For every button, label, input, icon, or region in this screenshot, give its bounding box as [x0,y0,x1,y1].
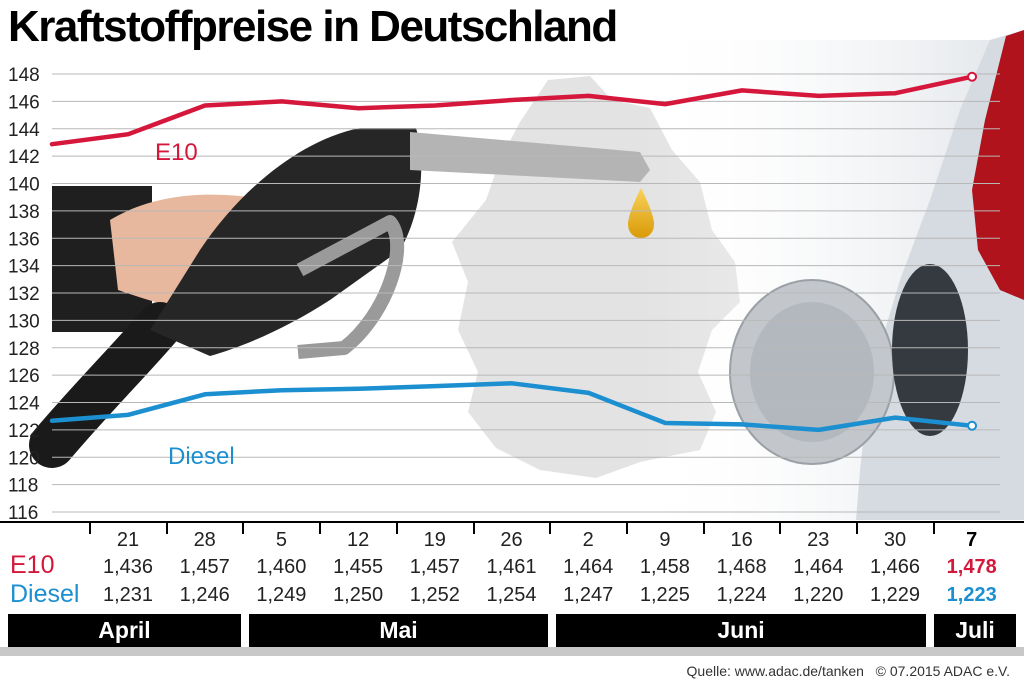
fuel-door-inner-illustration [750,302,874,442]
series-endpoint-e10 [967,71,978,82]
y-tick-label: 132 [8,284,40,305]
fuel-hole-illustration [892,264,968,436]
date-label: 28 [193,529,216,551]
fuel-nozzle-trigger-illustration [296,215,405,359]
date-label: 30 [883,529,907,551]
price-cell-diesel: 1,231 [102,584,154,606]
column-separator [319,522,322,534]
column-separator [625,522,628,534]
month-label: April [8,614,241,647]
column-separator [165,522,168,534]
date-label: 7 [966,529,978,551]
y-axis: 116 118 120 122 124 126 128 130 132 134 136 138 140 1… [8,65,40,524]
column-separator [856,522,858,534]
price-cell-diesel: 1,225 [639,584,690,606]
row-label-e10: E10 [10,551,55,579]
y-tick-label: 134 [8,257,40,278]
y-tick-label: 140 [8,175,40,196]
series-lines: E10 Diesel [49,71,978,470]
y-tick-label: 138 [8,202,40,223]
price-cell-e10: 1,457 [409,556,460,578]
price-cell-diesel: 1,247 [563,584,614,606]
price-cell-e10: 1,460 [256,556,307,578]
price-cell-e10: 1,458 [639,556,690,578]
column-separator [242,522,245,534]
tail-light-illustration [972,30,1024,300]
series-line-diesel [49,381,975,433]
y-tick-label: 128 [8,339,40,360]
price-cell-e10: 1,436 [102,556,154,578]
price-cell-diesel: 1,249 [256,584,307,606]
copyright-text: © 07.2015 ADAC e.V. [875,663,1010,679]
price-cell-e10: 1,457 [179,556,230,578]
series-line-e10 [49,74,975,147]
y-tick-label: 146 [8,92,40,113]
price-cell-e10: 1,478 [946,556,997,578]
price-cell-e10: 1,455 [333,556,384,578]
row-label-diesel: Diesel [10,580,80,608]
price-cell-e10: 1,464 [563,556,614,578]
y-tick-label: 120 [8,448,40,469]
fuel-nozzle-grip-illustration [150,128,422,356]
y-tick-label: 126 [8,366,40,387]
date-label: 26 [500,529,523,551]
chart-title: Kraftstoffpreise in Deutschland [8,2,618,51]
column-separator [702,522,705,534]
date-label: 21 [116,529,140,551]
price-cell-diesel: 1,224 [716,584,767,606]
column-separator [779,522,782,534]
date-label: 12 [346,529,370,551]
month-label: Juni [556,614,926,647]
y-tick-label: 116 [8,503,38,524]
y-tick-label: 144 [8,120,40,141]
date-label: 5 [275,529,287,551]
price-cell-e10: 1,461 [486,556,537,578]
fuel-hose-illustration [29,302,183,468]
price-cell-diesel: 1,229 [869,584,921,606]
column-separator [395,522,398,534]
y-tick-label: 148 [8,65,40,86]
column-separator [472,522,475,534]
price-cell-e10: 1,466 [869,556,921,578]
y-tick-label: 124 [8,394,40,415]
y-tick-label: 130 [8,311,40,332]
column-separator [932,522,935,534]
price-cell-diesel: 1,246 [179,584,230,606]
column-separator [549,522,552,534]
price-cell-diesel: 1,252 [409,584,460,606]
date-label: 2 [582,529,594,551]
date-label: 23 [807,529,830,551]
date-label: 9 [659,529,671,551]
price-cell-diesel: 1,250 [333,584,384,606]
date-label: 19 [423,529,446,551]
column-separator [89,522,91,534]
price-cell-diesel: 1,223 [946,584,997,606]
series-endpoint-diesel [967,420,978,431]
price-cell-e10: 1,464 [793,556,844,578]
y-tick-label: 118 [8,476,38,497]
source-text: Quelle: www.adac.de/tanken [686,663,864,679]
fuel-drop-illustration [628,188,654,238]
line-chart: 116 118 120 122 124 126 128 130 132 134 136 138 140 1… [0,30,1024,524]
series-label-e10: E10 [155,139,198,166]
price-cell-diesel: 1,220 [793,584,844,606]
date-label: 16 [730,529,753,551]
series-label-diesel: Diesel [168,443,235,470]
bottom-strip [0,647,1024,656]
y-tick-label: 136 [8,229,40,250]
price-cell-diesel: 1,254 [486,584,537,606]
y-tick-label: 142 [8,147,40,168]
y-tick-label: 122 [8,421,40,442]
price-cell-e10: 1,468 [716,556,767,578]
month-label: Mai [249,614,548,647]
month-label: Juli [934,614,1016,647]
fuel-nozzle-spout-illustration [410,132,650,182]
source-line: Quelle: www.adac.de/tanken © 07.2015 ADA… [687,663,1010,679]
